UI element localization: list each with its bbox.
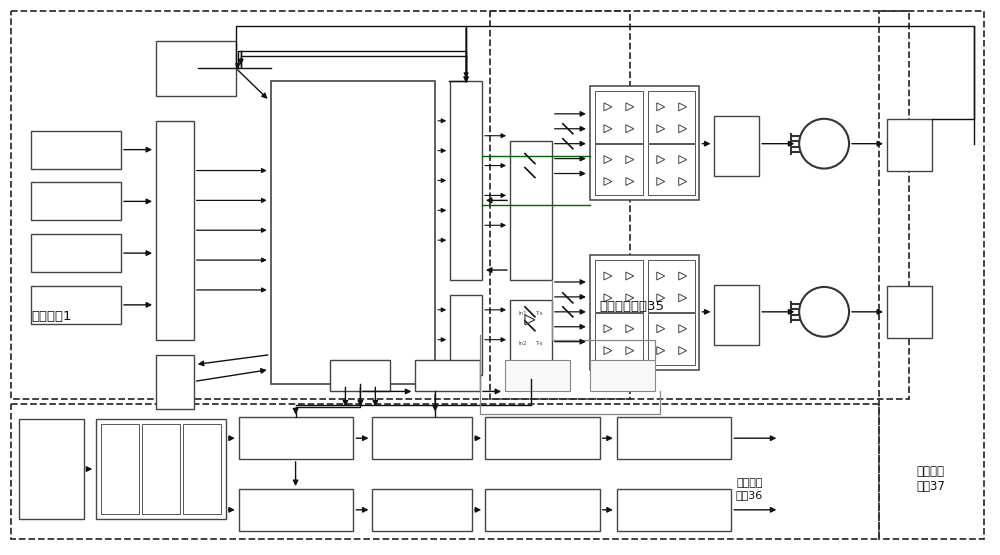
Bar [595,260,643,312]
Bar [590,86,699,200]
Bar [887,119,932,170]
Bar [485,489,600,531]
Text: In1: In1 [519,311,528,316]
Text: 气压传动
单刷36: 气压传动 单刷36 [736,478,763,500]
Bar [879,11,984,539]
Bar [101,424,139,514]
Bar [31,183,121,220]
Bar [156,41,236,96]
Bar [156,355,194,410]
Bar [490,11,909,400]
Bar [31,286,121,324]
Bar [648,91,695,143]
Bar [617,417,731,459]
Bar [96,419,226,519]
Bar [485,417,600,459]
Bar [648,144,695,195]
Text: T-s: T-s [535,311,543,316]
Bar [239,417,353,459]
Bar [156,121,194,340]
Bar [11,405,879,539]
Bar [590,255,699,370]
Bar [31,234,121,272]
Bar [714,285,759,345]
Bar [887,286,932,337]
Bar [510,300,552,380]
Text: T-s: T-s [535,341,543,346]
Bar [617,489,731,531]
Bar [450,295,482,375]
Text: 微控制器1: 微控制器1 [31,310,72,323]
Bar [372,417,472,459]
Bar [271,81,435,385]
Text: 电机驱动单刷35: 电机驱动单刷35 [600,300,665,313]
Bar [505,360,570,391]
Bar [11,11,630,400]
Bar [142,424,180,514]
Bar [19,419,84,519]
Bar [590,360,655,391]
Bar [510,140,552,280]
Bar [714,116,759,175]
Bar [330,360,390,391]
Bar [31,131,121,169]
Bar [595,313,643,365]
Bar [183,424,221,514]
Text: 机械执行
单刷37: 机械执行 单刷37 [916,465,945,493]
Bar [648,260,695,312]
Bar [595,144,643,195]
Text: In2: In2 [519,341,528,346]
Bar [239,489,353,531]
Bar [415,360,480,391]
Bar [648,313,695,365]
Bar [372,489,472,531]
Bar [450,81,482,280]
Bar [595,91,643,143]
